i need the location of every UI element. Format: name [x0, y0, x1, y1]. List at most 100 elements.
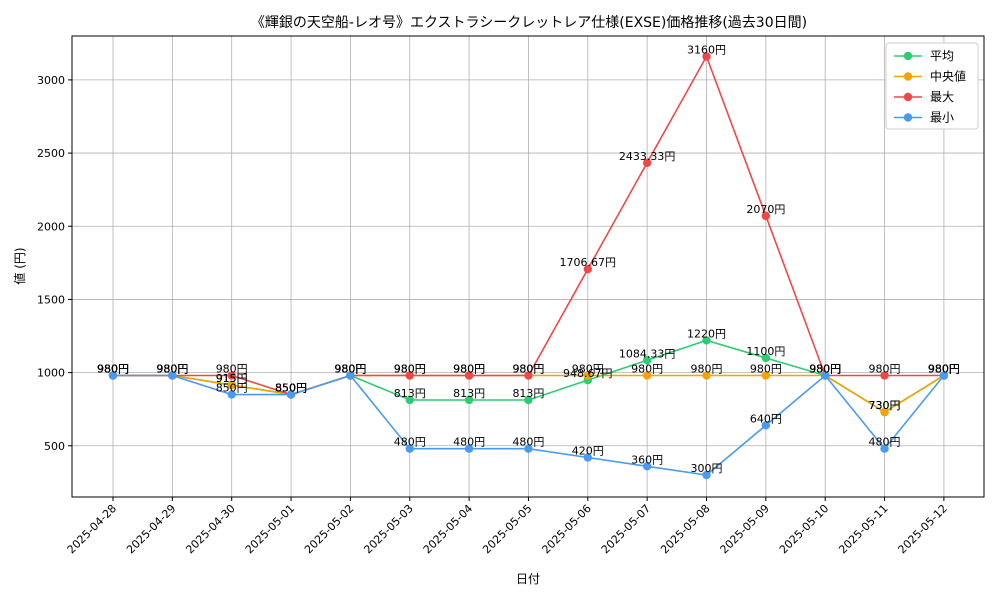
data-point — [227, 371, 236, 380]
data-label: 850円 — [275, 382, 307, 395]
data-point — [583, 371, 592, 380]
data-label: 980円 — [394, 363, 426, 376]
data-point — [286, 390, 296, 399]
data-label: 980円 — [691, 363, 723, 376]
y-tick-label: 1500 — [37, 293, 65, 306]
data-label: 850円 — [275, 382, 307, 395]
data-label: 980円 — [809, 363, 841, 376]
data-label: 980円 — [750, 363, 782, 376]
data-point — [464, 371, 474, 380]
data-label: 1220円 — [687, 327, 726, 340]
data-label: 980円 — [809, 363, 841, 376]
data-point — [702, 371, 711, 380]
data-label: 980円 — [216, 363, 248, 376]
data-label: 480円 — [453, 436, 485, 449]
y-tick-label: 2000 — [37, 220, 65, 233]
y-tick-label: 2500 — [37, 147, 65, 160]
data-label: 980円 — [334, 363, 366, 376]
x-tick-label: 2025-04-29 — [124, 502, 178, 556]
x-tick-label: 2025-05-08 — [658, 502, 712, 556]
data-label: 915円 — [216, 372, 248, 385]
data-label: 813円 — [394, 387, 426, 400]
data-label: 480円 — [869, 436, 901, 449]
data-label: 980円 — [631, 363, 663, 376]
legend-marker — [903, 51, 913, 61]
axis-ticks: 2025-04-28 2025-04-29 2025-04-30 2025-05-01… — [37, 74, 950, 556]
data-point — [642, 158, 652, 168]
x-tick-label: 2025-05-12 — [896, 502, 950, 556]
data-point — [405, 395, 414, 405]
data-point — [761, 421, 771, 430]
data-point — [880, 371, 889, 380]
data-label: 980円 — [156, 363, 188, 376]
y-tick-label: 500 — [44, 440, 65, 453]
data-point — [702, 336, 711, 345]
data-point — [702, 52, 711, 61]
data-label: 980円 — [97, 363, 129, 376]
x-tick-label: 2025-04-30 — [183, 502, 237, 556]
y-tick-label: 1000 — [37, 367, 65, 380]
x-tick-label: 2025-05-04 — [421, 502, 475, 556]
data-label: 980円 — [928, 363, 960, 376]
data-label: 980円 — [334, 363, 366, 376]
data-point — [880, 444, 889, 453]
data-point — [761, 211, 771, 221]
data-point — [583, 453, 592, 462]
series-3 — [108, 371, 949, 480]
data-label: 850円 — [275, 382, 307, 395]
legend-marker — [903, 72, 913, 81]
data-point — [642, 356, 652, 365]
data-label: 1100円 — [746, 345, 785, 358]
data-label: 980円 — [928, 363, 960, 376]
chart-title: 《輝銀の天空船-レオ号》エクストラシークレットレア仕様(EXSE)価格推移(過去… — [251, 15, 807, 31]
data-point — [702, 470, 711, 480]
x-tick-label: 2025-05-03 — [361, 502, 415, 556]
data-label: 980円 — [453, 363, 485, 376]
data-label: 915円 — [216, 372, 248, 385]
data-label: 1706.67円 — [560, 256, 617, 269]
data-point — [524, 444, 533, 453]
data-point — [168, 371, 177, 380]
data-label: 850円 — [216, 382, 248, 395]
data-label: 980円 — [809, 363, 841, 376]
data-label: 980円 — [572, 363, 604, 376]
legend-label: 平均 — [930, 49, 954, 63]
x-tick-label: 2025-05-05 — [480, 502, 534, 556]
data-label: 480円 — [512, 436, 544, 449]
data-label: 730円 — [869, 399, 901, 412]
data-point — [464, 395, 474, 405]
series-group — [108, 52, 949, 480]
plot-area-frame — [71, 35, 985, 498]
data-point — [405, 371, 414, 380]
data-label: 1084.33円 — [619, 347, 676, 360]
data-label: 980円 — [809, 363, 841, 376]
data-label: 813円 — [453, 387, 485, 400]
data-label: 980円 — [97, 363, 129, 376]
data-point — [108, 371, 118, 380]
data-label: 980円 — [156, 363, 188, 376]
data-label: 980円 — [928, 363, 960, 376]
data-point — [464, 444, 474, 453]
x-tick-label: 2025-05-10 — [777, 502, 831, 556]
data-label: 980円 — [928, 363, 960, 376]
data-point — [583, 264, 592, 274]
data-point — [880, 407, 889, 417]
data-label: 480円 — [394, 436, 426, 449]
legend-label: 最大 — [930, 90, 954, 104]
legend-box — [885, 42, 979, 130]
data-label: 640円 — [750, 412, 782, 425]
data-label: 980円 — [512, 363, 544, 376]
data-label: 2070円 — [746, 203, 785, 216]
x-tick-label: 2025-05-01 — [243, 502, 297, 556]
data-label: 420円 — [572, 444, 604, 457]
data-point — [227, 380, 236, 390]
data-label: 980円 — [453, 363, 485, 376]
data-label: 813円 — [512, 387, 544, 400]
x-tick-label: 2025-05-09 — [718, 502, 772, 556]
data-point — [821, 371, 830, 380]
y-axis-label: 値 (円) — [12, 247, 27, 284]
data-point — [346, 371, 355, 380]
data-point — [939, 371, 949, 380]
data-label: 980円 — [97, 363, 129, 376]
